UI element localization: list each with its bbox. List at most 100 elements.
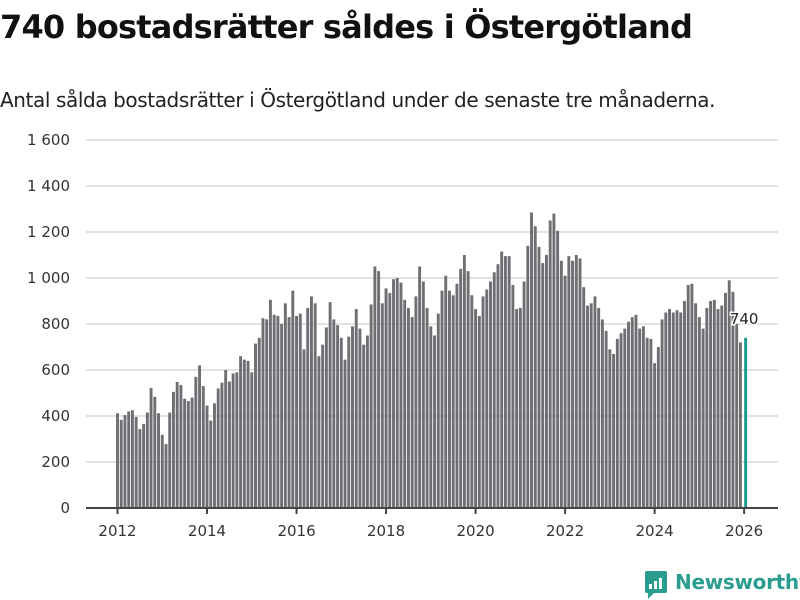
bar <box>440 290 444 508</box>
bar <box>660 319 664 508</box>
bar <box>302 349 306 508</box>
bar <box>507 256 511 508</box>
bar <box>414 296 418 508</box>
y-axis-ticks: 0 200 400 600 800 1 000 1 200 1 400 1 600 <box>27 131 70 517</box>
y-tick-label: 1 200 <box>27 223 70 241</box>
bar <box>332 319 336 508</box>
y-tick-label: 0 <box>60 499 70 517</box>
bar <box>518 307 522 508</box>
bar <box>261 318 265 508</box>
bar <box>418 266 422 508</box>
bar <box>358 328 362 508</box>
bar <box>489 281 492 508</box>
bar <box>466 271 470 508</box>
bar <box>627 321 630 508</box>
bar <box>339 337 343 508</box>
bar <box>522 281 526 508</box>
bar <box>351 326 354 508</box>
x-tick-label: 2026 <box>725 522 763 540</box>
bar <box>324 327 328 508</box>
bar <box>470 295 474 508</box>
bar <box>668 309 671 508</box>
bar <box>679 312 683 508</box>
bar <box>231 373 235 508</box>
bar <box>257 337 261 508</box>
bar <box>317 356 321 508</box>
bar <box>548 220 552 508</box>
bar <box>205 405 209 508</box>
bar <box>589 303 593 508</box>
bar <box>664 312 668 508</box>
y-tick-label: 400 <box>41 407 70 425</box>
bar <box>283 303 287 508</box>
bar <box>399 282 403 508</box>
bar <box>530 212 533 508</box>
bar <box>168 412 172 508</box>
bar <box>227 381 231 508</box>
bar <box>209 420 213 508</box>
bar <box>216 388 220 508</box>
bar <box>574 255 578 508</box>
bar <box>127 411 131 508</box>
bar <box>448 290 451 508</box>
bar <box>683 301 686 508</box>
bar <box>149 387 153 508</box>
bar <box>705 307 709 508</box>
bar <box>720 305 724 508</box>
bar <box>496 264 500 508</box>
bar <box>201 386 205 508</box>
bar <box>369 304 373 508</box>
bar <box>675 310 679 508</box>
bar <box>142 424 146 508</box>
x-tick-label: 2018 <box>367 522 405 540</box>
bar <box>481 296 485 508</box>
bar <box>377 271 381 508</box>
bar <box>690 283 694 508</box>
y-tick-label: 600 <box>41 361 70 379</box>
bar <box>556 230 560 508</box>
y-tick-label: 800 <box>41 315 70 333</box>
bar <box>641 326 645 508</box>
y-tick-label: 1 600 <box>27 131 70 149</box>
bar <box>138 429 142 508</box>
bar <box>709 301 713 508</box>
bar <box>485 289 489 508</box>
bar <box>134 416 138 508</box>
bar <box>492 272 496 508</box>
bar <box>123 415 127 508</box>
bar <box>694 303 698 508</box>
bar <box>235 372 239 508</box>
bar <box>392 279 395 508</box>
bar <box>183 398 187 508</box>
x-tick-label: 2016 <box>277 522 315 540</box>
bar <box>362 344 366 508</box>
bar <box>600 319 604 508</box>
bar <box>459 268 463 508</box>
bar <box>645 337 649 508</box>
bar <box>559 260 563 508</box>
x-tick-label: 2020 <box>456 522 494 540</box>
bar <box>157 413 160 508</box>
x-tick-label: 2014 <box>188 522 226 540</box>
bar <box>462 255 466 508</box>
bar <box>612 353 616 508</box>
bar <box>343 359 347 508</box>
bar <box>272 314 276 508</box>
bar <box>533 226 537 508</box>
bar <box>738 342 742 508</box>
bar <box>224 370 228 508</box>
bar <box>436 313 440 508</box>
bar <box>276 315 280 508</box>
bar <box>656 347 660 508</box>
bar <box>194 376 198 508</box>
bar <box>254 343 257 508</box>
bar <box>500 251 504 509</box>
bar <box>686 284 690 508</box>
bar <box>179 384 183 508</box>
bar <box>265 319 269 508</box>
bar <box>623 328 627 508</box>
bar <box>291 290 295 508</box>
bar <box>268 299 272 508</box>
bar <box>246 360 250 508</box>
